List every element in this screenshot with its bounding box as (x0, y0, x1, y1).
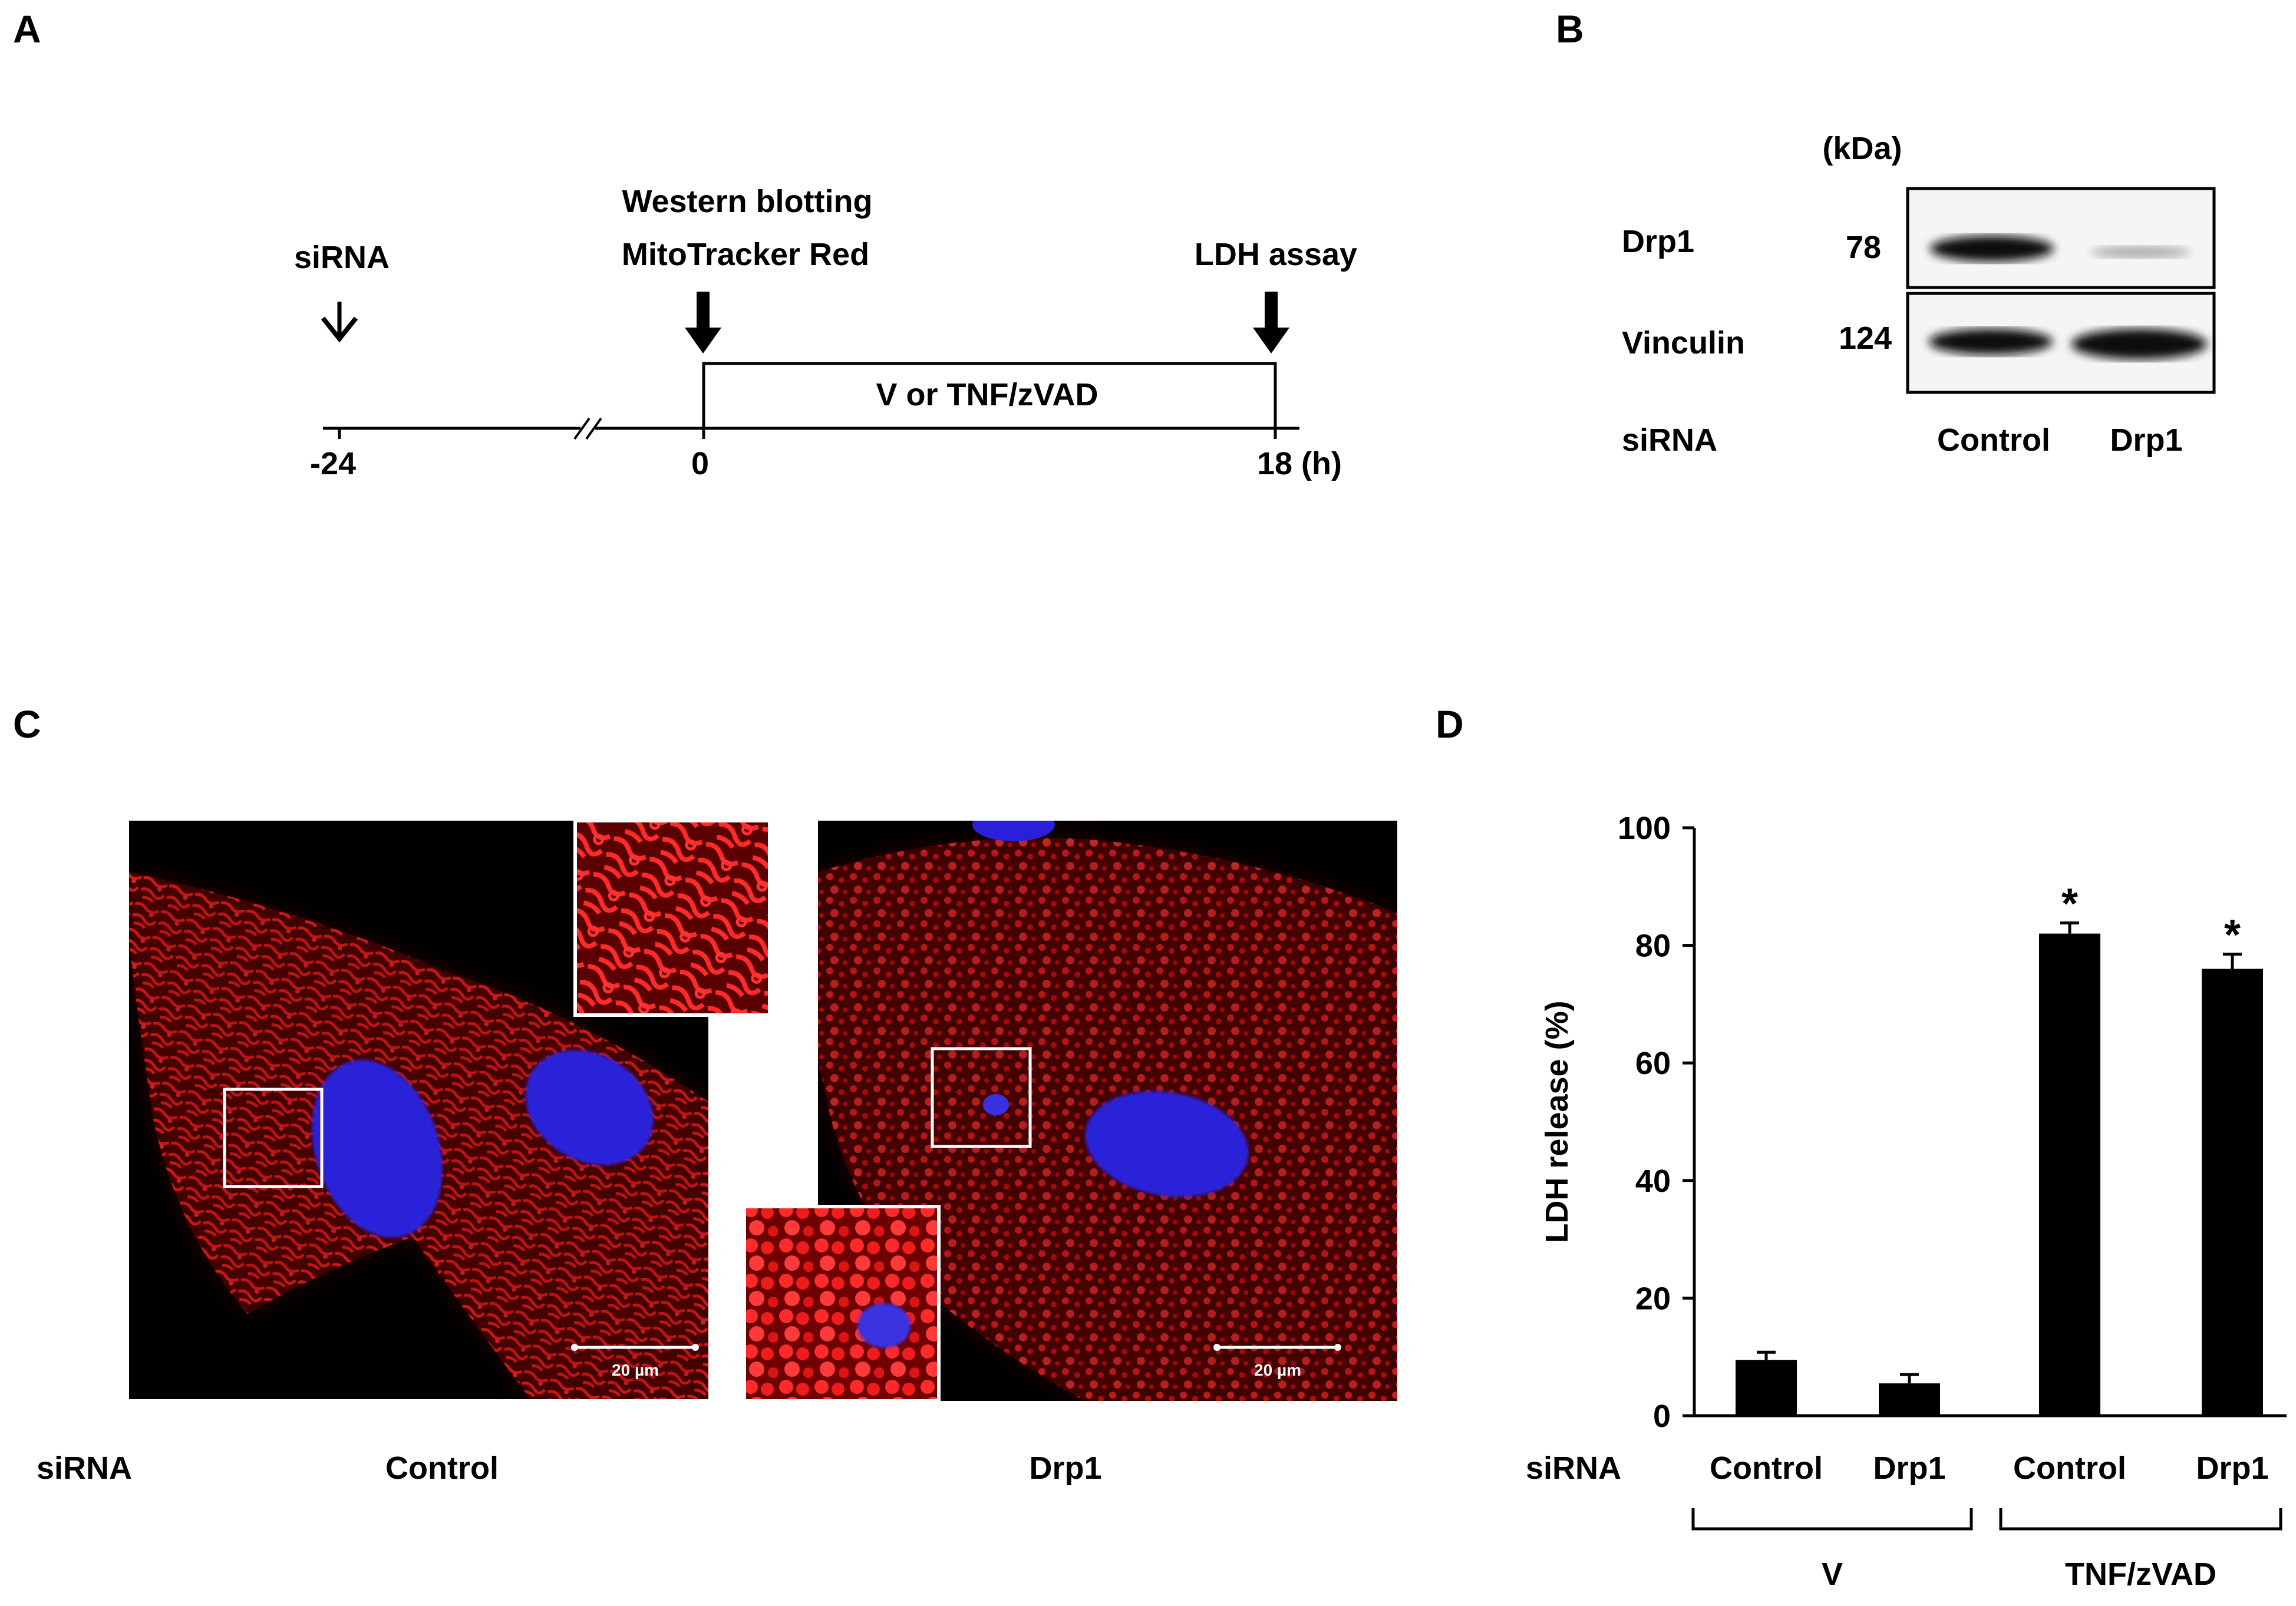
bar (2202, 969, 2263, 1416)
y-tick-label: 80 (1635, 928, 1671, 964)
category-label: Control (1710, 1450, 1823, 1486)
category-label: Control (2013, 1450, 2126, 1486)
group-bracket (1999, 1508, 2282, 1531)
blot-lane-control: Control (1937, 422, 2050, 458)
micro-label-drp1: Drp1 (1029, 1450, 1101, 1486)
treatment-box (702, 362, 1277, 430)
panel-label-b: B (1556, 7, 1584, 51)
micrograph-drp1-inset (743, 1205, 941, 1403)
blot-mw-78: 78 (1846, 230, 1881, 265)
blot-strip-vinculin (1906, 292, 2216, 394)
micro-sirna-label: siRNA (37, 1450, 132, 1486)
scale-bar-drp1: 20 µm (1213, 1344, 1341, 1379)
sirna-step-label: siRNA (294, 240, 390, 275)
western-step-label: Western blotting (622, 184, 873, 219)
error-bar (1900, 1373, 1919, 1384)
mitotracker-step-label: MitoTracker Red (622, 237, 869, 272)
panel-c: C 20 µm (13, 702, 1397, 1486)
kda-unit-label: (kDa) (1822, 131, 1902, 166)
bar (1736, 1360, 1797, 1416)
scale-label-control: 20 µm (612, 1361, 659, 1379)
blot-lane-drp1: Drp1 (2110, 422, 2182, 458)
significance-marker: * (2061, 881, 2078, 928)
ldh-step-label: LDH assay (1195, 237, 1357, 272)
panel-b: B (kDa) Drp1 78 Vinculin 124 siRNA Contr… (1556, 7, 2216, 458)
blot-protein-drp1: Drp1 (1622, 224, 1694, 259)
tick-label-neg24: -24 (310, 446, 356, 481)
bar (1879, 1383, 1940, 1416)
ldh-bar-chart: 0 20 40 60 80 100 Control Drp1 * Control * Drp1 V T… (1526, 811, 2287, 1592)
chart-sirna-label: siRNA (1526, 1450, 1621, 1486)
category-label: Drp1 (1873, 1450, 1945, 1486)
tick-label-18h: 18 (h) (1257, 446, 1342, 481)
y-axis-label: LDH release (%) (1539, 1000, 1575, 1242)
tick-label-0: 0 (691, 446, 709, 481)
y-tick-label: 60 (1635, 1046, 1671, 1081)
error-bar (2223, 953, 2242, 969)
blot-strip-drp1 (1906, 187, 2216, 289)
category-label: Drp1 (2196, 1450, 2268, 1486)
panel-label-d: D (1436, 702, 1464, 746)
group-bracket (1691, 1508, 1973, 1531)
y-tick-label: 100 (1618, 811, 1671, 846)
sirna-arrow (321, 302, 358, 343)
panel-label-a: A (13, 7, 41, 51)
panel-d: D 0 20 40 60 80 100 Control Drp1 * Control * Drp1 … (1436, 702, 2287, 1592)
blot-mw-124: 124 (1839, 320, 1892, 356)
group-label: TNF/zVAD (2065, 1557, 2216, 1592)
blot-sirna-label: siRNA (1622, 422, 1717, 458)
significance-marker: * (2224, 912, 2241, 959)
panel-label-c: C (13, 702, 41, 746)
error-bar (2060, 921, 2079, 934)
micro-label-control: Control (385, 1450, 499, 1486)
y-tick-label: 40 (1635, 1164, 1671, 1199)
bar (2039, 933, 2100, 1416)
timeline-diagram: siRNA Western blotting MitoTracker Red L… (294, 184, 1357, 481)
y-tick-label: 20 (1635, 1281, 1671, 1316)
panel-a: A siRNA Western blotting MitoTracker Red… (13, 7, 1357, 481)
scale-label-drp1: 20 µm (1254, 1361, 1301, 1379)
end-arrow (1253, 292, 1289, 353)
y-tick-label: 0 (1653, 1399, 1671, 1434)
scale-bar-control: 20 µm (571, 1344, 699, 1379)
start-arrow (685, 292, 721, 353)
micrograph-control (129, 821, 708, 1399)
treatment-label: V or TNF/zVAD (876, 377, 1098, 412)
group-label: V (1822, 1557, 1843, 1592)
blot-protein-vinculin: Vinculin (1622, 325, 1745, 361)
error-bar (1757, 1350, 1776, 1360)
micrograph-control-inset (573, 819, 771, 1017)
